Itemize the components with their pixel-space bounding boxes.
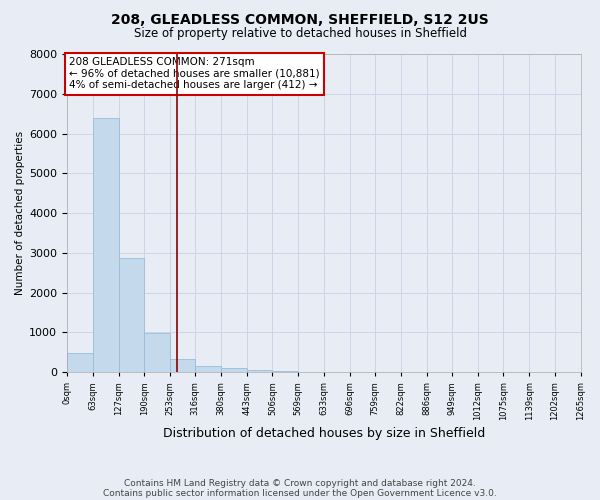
Bar xyxy=(170,358,195,372)
X-axis label: Distribution of detached houses by size in Sheffield: Distribution of detached houses by size … xyxy=(163,427,485,440)
Text: 208 GLEADLESS COMMON: 271sqm
← 96% of detached houses are smaller (10,881)
4% of: 208 GLEADLESS COMMON: 271sqm ← 96% of de… xyxy=(69,57,320,90)
Bar xyxy=(247,370,272,372)
Bar xyxy=(195,366,221,372)
Bar xyxy=(67,353,92,372)
Text: Size of property relative to detached houses in Sheffield: Size of property relative to detached ho… xyxy=(133,28,467,40)
Text: 208, GLEADLESS COMMON, SHEFFIELD, S12 2US: 208, GLEADLESS COMMON, SHEFFIELD, S12 2U… xyxy=(111,12,489,26)
Text: Contains HM Land Registry data © Crown copyright and database right 2024.: Contains HM Land Registry data © Crown c… xyxy=(124,478,476,488)
Bar xyxy=(92,118,119,372)
Bar xyxy=(221,368,247,372)
Text: Contains public sector information licensed under the Open Government Licence v3: Contains public sector information licen… xyxy=(103,488,497,498)
Bar xyxy=(144,332,170,372)
Bar xyxy=(272,371,298,372)
Bar xyxy=(119,258,144,372)
Y-axis label: Number of detached properties: Number of detached properties xyxy=(15,131,25,295)
